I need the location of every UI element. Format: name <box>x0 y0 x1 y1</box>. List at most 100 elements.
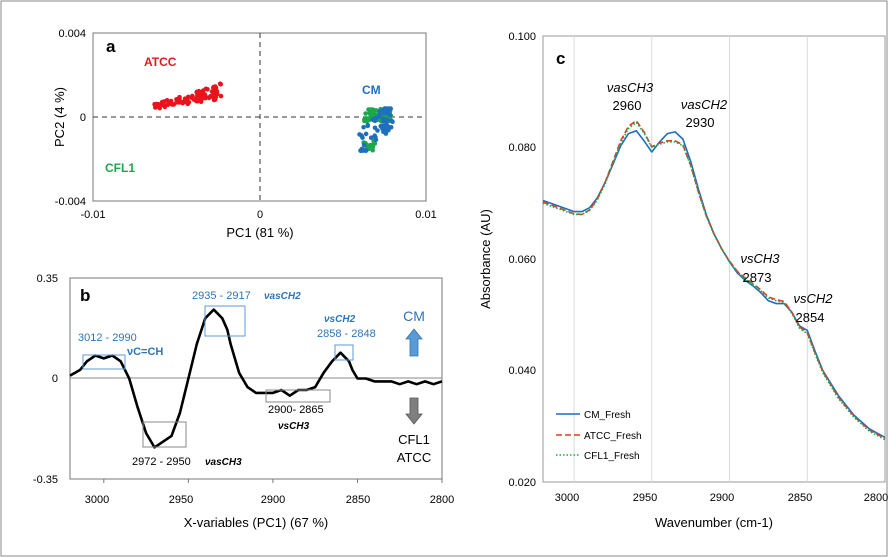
panel-b-box-2900-2865 <box>265 389 331 403</box>
panel-a: a 0.004 0 -0.004 -0.01 0 0.01 PC1 (81 %)… <box>52 28 437 240</box>
panel-c-frame <box>542 35 886 483</box>
panel-c-letter: c <box>556 49 565 68</box>
scatter-point-cm <box>380 124 386 130</box>
legend-label-cm-fresh: CM_Fresh <box>584 410 631 421</box>
panel-b-letter: b <box>80 286 90 305</box>
panel-c-series-atcc-fresh <box>542 119 886 440</box>
panel-c-grid <box>573 36 808 482</box>
panel-b-xtick-2900: 2900 <box>261 494 285 506</box>
scatter-point-cm <box>378 111 383 117</box>
panel-c-xtick-2800: 2800 <box>864 492 888 504</box>
scatter-point-atcc <box>195 98 200 104</box>
panel-a-letter: a <box>106 37 116 56</box>
panel-a-xtick-right: 0.01 <box>415 209 436 221</box>
panel-b: b 0.35 0 -0.35 3000 2950 2900 2850 2800 … <box>33 273 454 530</box>
panel-c-ytick-0040: 0.040 <box>508 365 536 377</box>
scatter-point-cm <box>390 119 395 124</box>
scatter-point-cm <box>363 148 369 153</box>
panel-b-assign-vs-ch3: νsCH3 <box>278 421 310 432</box>
panel-b-cm-label: CM <box>403 308 425 324</box>
scatter-point-atcc <box>155 101 161 107</box>
scatter-point-cm <box>361 124 366 130</box>
panel-a-ylabel: PC2 (4 %) <box>52 87 67 147</box>
panel-c-legend: CM_Fresh ATCC_Fresh CFL1_Fresh <box>556 410 642 462</box>
scatter-point-atcc <box>194 94 200 99</box>
scatter-point-atcc <box>217 81 223 87</box>
scatter-point-cfl1 <box>362 117 367 122</box>
scatter-point-cm <box>361 142 367 148</box>
panel-c-peak-2930-wn: 2930 <box>686 115 715 130</box>
scatter-point-cm <box>380 116 386 122</box>
scatter-point-atcc <box>165 102 171 108</box>
scatter-point-cfl1 <box>363 111 368 116</box>
panel-a-xtick-left: -0.01 <box>80 209 105 221</box>
panel-a-label-cm: CM <box>362 83 381 97</box>
panel-c-lines <box>542 119 886 441</box>
scatter-point-atcc <box>211 85 216 91</box>
scatter-point-cm <box>385 124 391 130</box>
scatter-point-atcc <box>157 105 162 111</box>
panel-a-ytick-bottom: -0.004 <box>55 196 86 208</box>
panel-c-peak-2873-wn: 2873 <box>743 270 772 285</box>
panel-c-peak-2854-wn: 2854 <box>796 310 825 325</box>
panel-b-xtick-2800: 2800 <box>430 494 454 506</box>
scatter-point-cm <box>373 137 379 143</box>
panel-c-xlabel: Wavenumber (cm-1) <box>655 515 773 530</box>
panel-b-box-3012-2990 <box>82 354 126 370</box>
scatter-point-cm <box>384 117 389 122</box>
scatter-point-atcc <box>213 95 219 100</box>
panel-b-ytick-top: 0.35 <box>37 273 58 285</box>
panel-b-xtick-2850: 2850 <box>346 494 370 506</box>
panel-c-ytick-0100: 0.100 <box>508 31 536 43</box>
legend-label-atcc-fresh: ATCC_Fresh <box>584 431 642 442</box>
scatter-point-cm <box>383 107 389 112</box>
panel-c-peak-2854-assign: νsCH2 <box>793 291 833 306</box>
panel-b-box-2972-2950 <box>142 421 187 448</box>
panel-b-xlabel: X-variables (PC1) (67 %) <box>184 515 329 530</box>
panel-b-down-arrow-icon <box>405 397 423 425</box>
panel-c-peak-2930-assign: νasCH2 <box>681 97 728 112</box>
scatter-point-cm <box>386 128 391 133</box>
scatter-point-cfl1 <box>369 143 374 149</box>
scatter-point-cfl1 <box>370 148 376 153</box>
panel-b-xtick-2950: 2950 <box>169 494 193 506</box>
panel-c-peak-2960-wn: 2960 <box>613 98 642 113</box>
panel-c-peak-2960-assign: νasCH3 <box>607 80 654 95</box>
panel-b-assign-vas-ch3: νasCH3 <box>205 457 242 468</box>
scatter-point-atcc <box>185 96 190 101</box>
scatter-point-atcc <box>190 93 195 99</box>
scatter-point-atcc <box>218 93 224 99</box>
panel-c-xtick-2900: 2900 <box>710 492 734 504</box>
scatter-point-atcc <box>161 101 166 106</box>
panel-a-points <box>152 81 395 153</box>
scatter-point-cm <box>375 128 380 133</box>
scatter-point-atcc <box>200 94 206 99</box>
panel-c: c 0.100 0.080 0.060 0.040 0.020 3000 295… <box>478 31 888 530</box>
panel-b-line-group <box>69 308 443 449</box>
panel-b-box-2935-2917 <box>204 305 246 337</box>
panel-b-range-2935-2917: 2935 - 2917 <box>192 290 251 302</box>
scatter-point-cm <box>368 135 374 140</box>
scatter-point-atcc <box>175 97 181 103</box>
panel-b-assign-vc-ch: νC=CH <box>127 346 163 358</box>
panel-c-xtick-3000: 3000 <box>555 492 579 504</box>
panel-b-xtick-3000: 3000 <box>85 494 109 506</box>
scatter-point-cfl1 <box>372 141 378 146</box>
scatter-point-cm <box>358 148 364 153</box>
panel-b-range-2900-2865: 2900- 2865 <box>268 404 324 416</box>
legend-label-cfl1-fresh: CFL1_Fresh <box>584 451 640 462</box>
panel-b-xtick-marks <box>103 479 443 483</box>
panel-b-range-2858-2848: 2858 - 2848 <box>317 328 376 340</box>
panel-c-ytick-0060: 0.060 <box>508 254 536 266</box>
scatter-point-cm <box>365 122 371 128</box>
panel-c-series-cfl1-fresh <box>542 121 886 441</box>
panel-b-range-3012-2990: 3012 - 2990 <box>78 332 137 344</box>
scatter-point-cm <box>372 133 378 138</box>
panel-b-atcc-label: ATCC <box>397 450 431 465</box>
panel-b-cfl1-label: CFL1 <box>398 432 430 447</box>
panel-a-xlabel: PC1 (81 %) <box>226 225 293 240</box>
panel-a-xtick-mid: 0 <box>257 209 263 221</box>
scatter-point-atcc <box>211 90 216 95</box>
panel-a-label-cfl1: CFL1 <box>105 161 135 175</box>
panel-a-ytick-mid: 0 <box>80 112 86 124</box>
